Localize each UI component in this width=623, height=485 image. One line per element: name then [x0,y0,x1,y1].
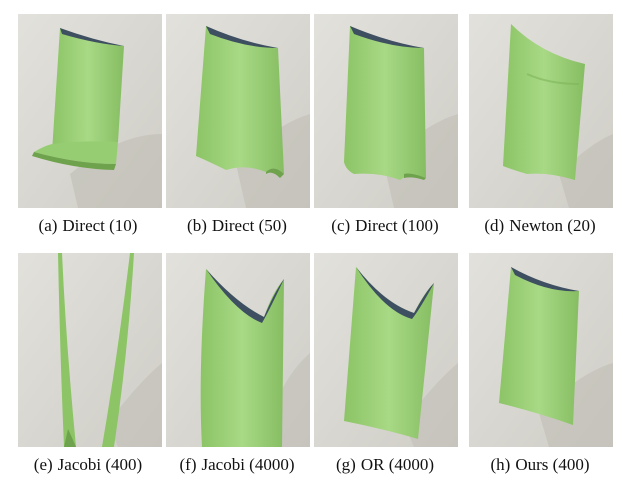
caption-e: (e) Jacobi (400) [33,455,143,474]
caption-g: (g) OR (4000) [335,455,435,474]
panel-g-image [314,253,458,447]
panel-f-image [166,253,310,447]
panel-h-image [469,253,613,447]
panel-b-image [166,14,310,208]
caption-f: (f) Jacobi (4000) [179,455,295,474]
caption-c: (c) Direct (100) [331,216,439,235]
caption-b: (b) Direct (50) [187,216,287,235]
panel-a-image [18,14,162,208]
caption-d: (d) Newton (20) [484,216,596,235]
caption-h: (h) Ours (400) [490,455,590,474]
panel-c-image [314,14,458,208]
caption-a: (a) Direct (10) [38,216,138,235]
panel-d-image [469,14,613,208]
panel-e-image [18,253,162,447]
